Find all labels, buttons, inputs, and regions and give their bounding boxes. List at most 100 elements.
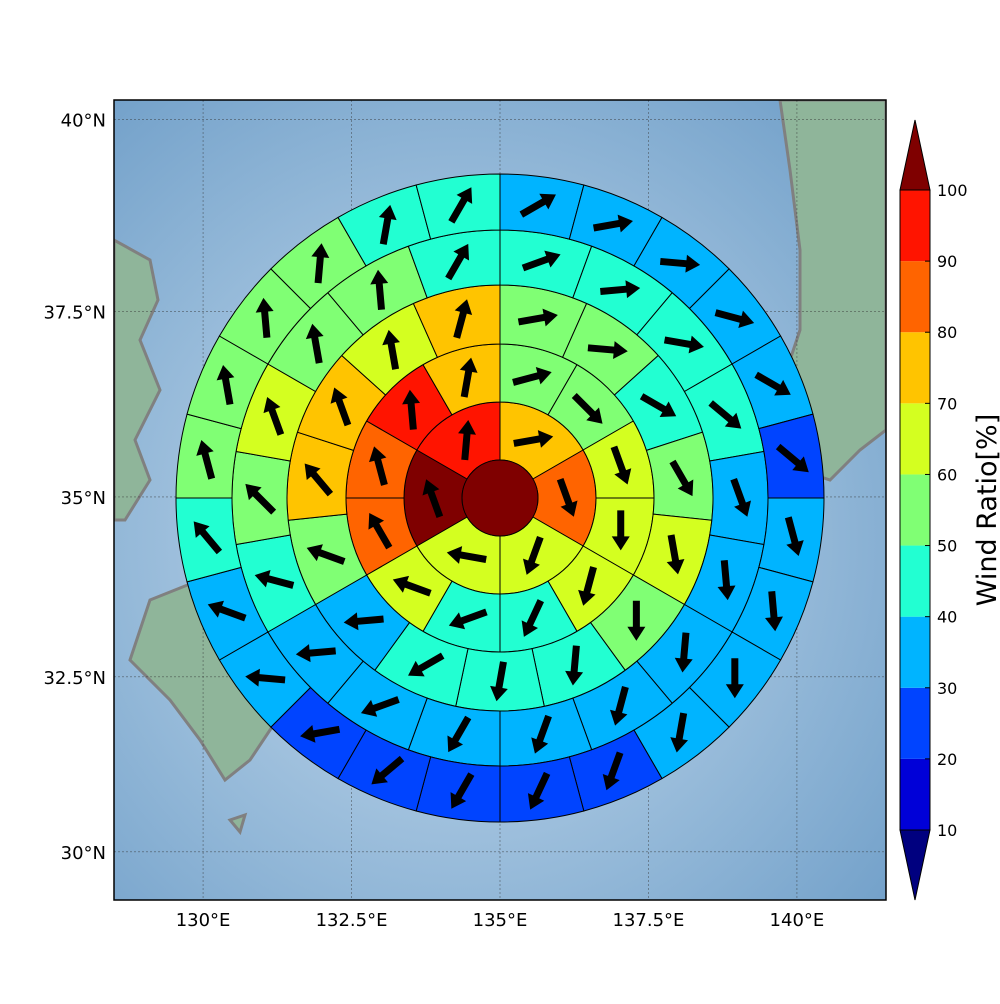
wind-arrow [458, 420, 476, 461]
wind-arrow [730, 478, 752, 517]
x-tick-label: 135°E [473, 910, 528, 931]
colorbar-segment [900, 332, 930, 404]
axes: 130°E 132.5°E 135°E 137.5°E 140°E 30°N 32.5°N 3… [43, 111, 824, 931]
colorbar-tick-label: 20 [937, 750, 957, 769]
colorbar-segment [900, 758, 930, 830]
wind-arrow [708, 400, 742, 429]
wind-arrow [245, 483, 277, 515]
colorbar: 10 20 30 40 50 60 70 80 90 100 [899, 119, 968, 901]
y-tick-label: 40°N [61, 111, 106, 132]
colorbar-segment [900, 687, 930, 759]
wind-arrow [578, 566, 597, 606]
wind-arrow [360, 696, 400, 717]
colorbar-segment [900, 261, 930, 333]
wind-arrow [216, 365, 235, 406]
grid-cell [415, 756, 501, 823]
colorbar-tick-label: 30 [937, 679, 957, 698]
wind-arrow [531, 714, 552, 754]
colorbar-segment [900, 474, 930, 546]
wind-arrow [565, 645, 584, 686]
wind-arrow [295, 644, 336, 663]
wind-arrow [207, 600, 247, 622]
wind-arrow [193, 521, 223, 555]
colorbar-tick-label: 40 [937, 608, 957, 627]
colorbar-label: Wind Ratio[%] [972, 414, 1000, 606]
land-korea [114, 238, 162, 522]
wind-arrow [369, 446, 388, 486]
wind-arrow [527, 771, 551, 810]
wind-arrow [453, 299, 473, 339]
wind-arrow [311, 243, 330, 284]
wind-arrows [193, 187, 809, 810]
colorbar-tick-label: 10 [937, 821, 957, 840]
wind-arrow [556, 478, 578, 517]
colorbar-segment [900, 190, 930, 262]
wind-arrow [445, 243, 470, 281]
wind-arrow [263, 396, 285, 436]
x-tick-label: 137.5°E [613, 910, 685, 931]
wind-arrow [765, 591, 783, 632]
wind-arrow [450, 772, 475, 809]
wind-arrow [674, 632, 693, 673]
x-tick-label: 140°E [770, 910, 825, 931]
wind-arrow [714, 309, 755, 329]
wind-arrow [666, 534, 685, 575]
wind-arrow [669, 459, 694, 497]
colorbar-tick-label: 100 [937, 181, 968, 200]
colorbar-tick-label: 70 [937, 394, 957, 413]
wind-arrow [611, 510, 630, 551]
wind-arrow [305, 323, 324, 364]
wind-arrow [522, 536, 544, 575]
wind-arrow [448, 187, 473, 224]
wind-arrow [304, 463, 334, 497]
wind-arrow [610, 445, 632, 485]
wind-arrow [447, 715, 472, 753]
colorbar-segment [900, 616, 930, 688]
wind-arrow [659, 254, 701, 273]
center-cell [461, 459, 539, 537]
polar-grid [175, 173, 825, 823]
land-island [227, 812, 248, 836]
wind-arrow [245, 668, 286, 687]
wind-arrow [592, 214, 633, 233]
wind-arrow [521, 250, 561, 272]
wind-arrow [368, 513, 393, 550]
colorbar-tick-label: 60 [937, 465, 957, 484]
wind-arrow [725, 658, 744, 699]
wind-arrow [459, 357, 478, 398]
colorbar-tick-label: 50 [937, 537, 957, 556]
wind-arrow [571, 392, 603, 424]
wind-arrow [602, 751, 624, 791]
colorbar-frame [899, 189, 931, 831]
wind-arrow [627, 600, 646, 641]
colorbar-segment [900, 403, 930, 475]
wind-arrow [378, 204, 397, 245]
wind-arrow [371, 755, 405, 785]
wind-arrow [300, 725, 341, 743]
wind-arrow [512, 367, 552, 386]
colorbar-tick-label: 80 [937, 323, 957, 342]
wind-arrow [775, 443, 809, 473]
wind-arrow [587, 341, 628, 360]
wind-arrow [784, 516, 804, 556]
wind-arrow [446, 546, 487, 564]
wind-arrow [255, 297, 274, 339]
wind-arrow [408, 652, 445, 677]
colorbar-tick-label: 90 [937, 252, 957, 271]
wind-arrow [330, 387, 352, 427]
wind-arrow [513, 430, 554, 448]
wind-arrow [306, 544, 346, 565]
y-tick-label: 32.5°N [43, 668, 106, 689]
colorbar-under [899, 829, 931, 901]
wind-arrow [392, 575, 432, 597]
wind-arrow [343, 612, 384, 631]
colorbar-segment [900, 545, 930, 617]
map-frame [113, 99, 887, 901]
wind-arrow [754, 371, 791, 396]
wind-arrow [600, 280, 641, 299]
wind-arrow [610, 686, 629, 726]
wind-arrow [517, 308, 558, 327]
wind-arrow [519, 193, 556, 218]
wind-arrow [670, 712, 689, 753]
